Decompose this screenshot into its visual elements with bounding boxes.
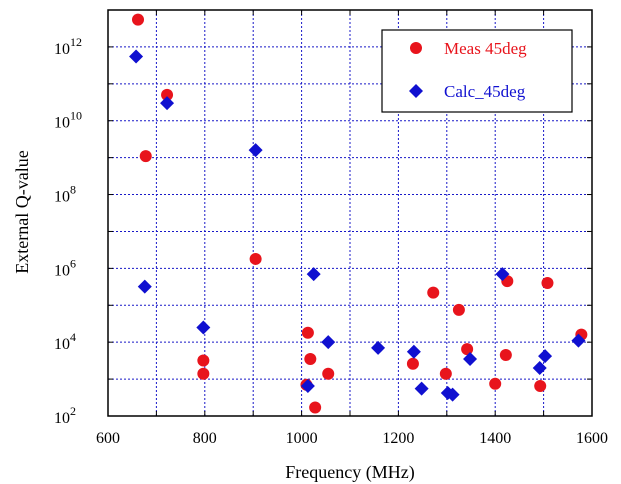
data-point-meas bbox=[534, 379, 547, 392]
data-point-calc bbox=[445, 387, 460, 402]
data-point-meas bbox=[489, 377, 502, 390]
data-point-calc bbox=[160, 96, 175, 111]
data-point-calc bbox=[414, 381, 429, 396]
data-point-calc bbox=[538, 349, 553, 364]
data-point-calc bbox=[248, 143, 263, 158]
data-point-meas bbox=[406, 357, 419, 370]
data-point-calc bbox=[371, 340, 386, 355]
data-point-meas bbox=[301, 326, 314, 339]
data-point-meas bbox=[197, 354, 210, 367]
data-point-meas bbox=[139, 150, 152, 163]
y-axis-label: External Q-value bbox=[12, 150, 32, 273]
y-tick-label: 106 bbox=[54, 256, 76, 279]
y-tick-labels: 102 104 106 108 1010 1012 bbox=[54, 35, 82, 427]
data-point-meas bbox=[439, 367, 452, 380]
legend-marker-calc bbox=[409, 84, 423, 98]
data-point-meas bbox=[249, 252, 262, 265]
data-point-calc bbox=[196, 320, 211, 335]
data-point-meas bbox=[452, 303, 465, 316]
legend-label-meas: Meas 45deg bbox=[444, 39, 527, 58]
y-tick-label: 108 bbox=[54, 183, 76, 206]
data-point-calc bbox=[571, 333, 586, 348]
data-point-meas bbox=[499, 348, 512, 361]
y-tick-label: 104 bbox=[54, 330, 76, 353]
data-point-calc bbox=[129, 49, 144, 64]
data-point-calc bbox=[463, 352, 478, 367]
data-point-calc bbox=[532, 360, 547, 375]
data-point-calc bbox=[495, 267, 510, 282]
y-tick-label: 1012 bbox=[54, 35, 82, 58]
data-point-meas bbox=[304, 353, 317, 366]
data-point-calc bbox=[306, 267, 321, 282]
y-tick-label: 102 bbox=[54, 404, 76, 427]
x-tick-label: 1400 bbox=[479, 430, 511, 447]
data-point-meas bbox=[427, 286, 440, 299]
x-tick-label: 1200 bbox=[382, 430, 414, 447]
data-point-meas bbox=[309, 401, 322, 414]
legend-marker-meas bbox=[410, 42, 422, 54]
legend-label-calc: Calc_45deg bbox=[444, 82, 526, 101]
data-point-meas bbox=[541, 277, 554, 290]
data-point-meas bbox=[132, 13, 145, 26]
data-point-calc bbox=[406, 344, 421, 359]
x-tick-label: 1600 bbox=[576, 430, 608, 447]
y-tick-label: 1010 bbox=[54, 109, 82, 132]
data-points bbox=[129, 13, 588, 414]
x-tick-label: 600 bbox=[96, 430, 120, 447]
data-point-calc bbox=[321, 335, 336, 350]
data-point-meas bbox=[197, 367, 210, 380]
data-point-meas bbox=[461, 343, 474, 356]
data-point-meas bbox=[161, 88, 174, 101]
data-point-calc bbox=[300, 378, 315, 393]
legend: Meas 45deg Calc_45deg bbox=[381, 29, 573, 113]
x-tick-labels: 600 800 1000 1200 1400 1600 bbox=[96, 430, 608, 447]
x-tick-label: 800 bbox=[193, 430, 217, 447]
x-tick-label: 1000 bbox=[286, 430, 318, 447]
data-point-meas bbox=[322, 367, 335, 380]
data-point-calc bbox=[137, 279, 152, 294]
axis-ticks bbox=[107, 9, 593, 417]
grid-lines bbox=[108, 10, 592, 416]
x-axis-label: Frequency (MHz) bbox=[285, 462, 414, 483]
